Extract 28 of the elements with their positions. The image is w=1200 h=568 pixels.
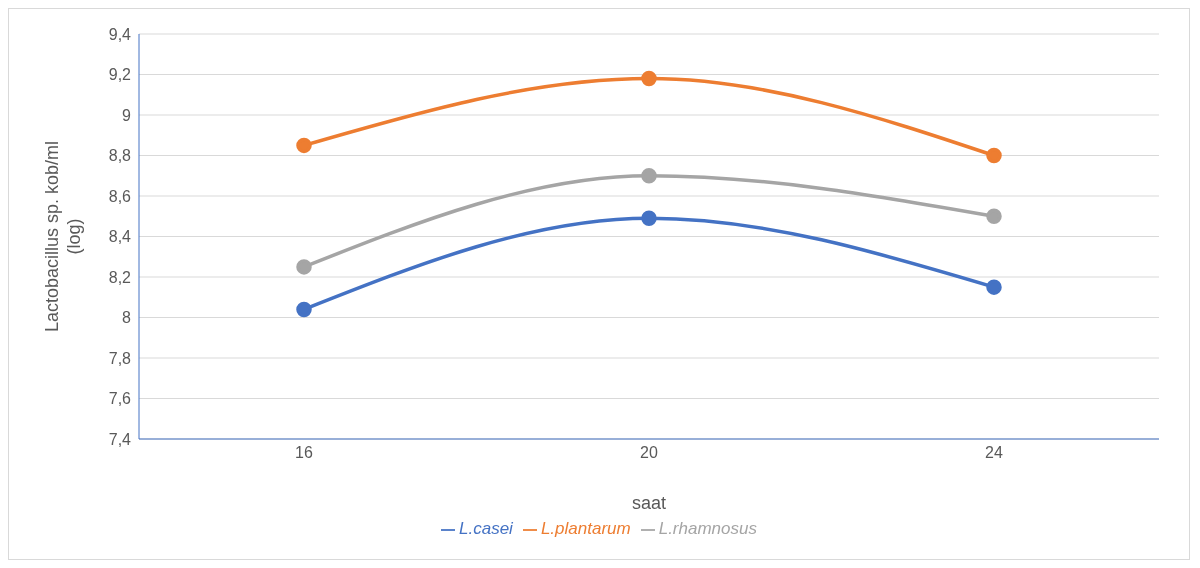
y-tick-label: 9 [122,106,132,124]
y-tick-label: 7,8 [108,349,132,367]
y-tick-label: 8,4 [108,228,132,246]
x-tick-label: 20 [640,444,658,462]
x-tick-label: 24 [985,444,1003,462]
point [296,259,312,275]
legend-label: L.plantarum [540,519,631,538]
point [986,147,1002,164]
y-tick-label: 8,6 [108,187,132,205]
y-axis-title: Lactobacillus sp. kob/ml (log) [42,140,84,333]
y-tick-label: 9,4 [108,25,132,43]
point [986,279,1002,295]
y-tick-label: 7,4 [108,430,132,448]
point [296,301,312,318]
y-tick-label: 8,2 [108,268,132,286]
point [296,137,312,154]
y-tick-label: 8 [122,309,132,327]
point [641,70,657,87]
y-tick-label: 9,2 [108,66,132,84]
legend-label: L.casei [459,519,513,538]
point [986,208,1002,224]
y-tick-label: 8,8 [108,147,132,165]
point [641,168,657,184]
legend-label: L.rhamnosus [658,519,757,538]
x-tick-label: 16 [295,444,313,462]
x-axis-title: saat [631,493,667,513]
y-tick-label: 7,6 [108,390,132,408]
point [641,210,657,227]
